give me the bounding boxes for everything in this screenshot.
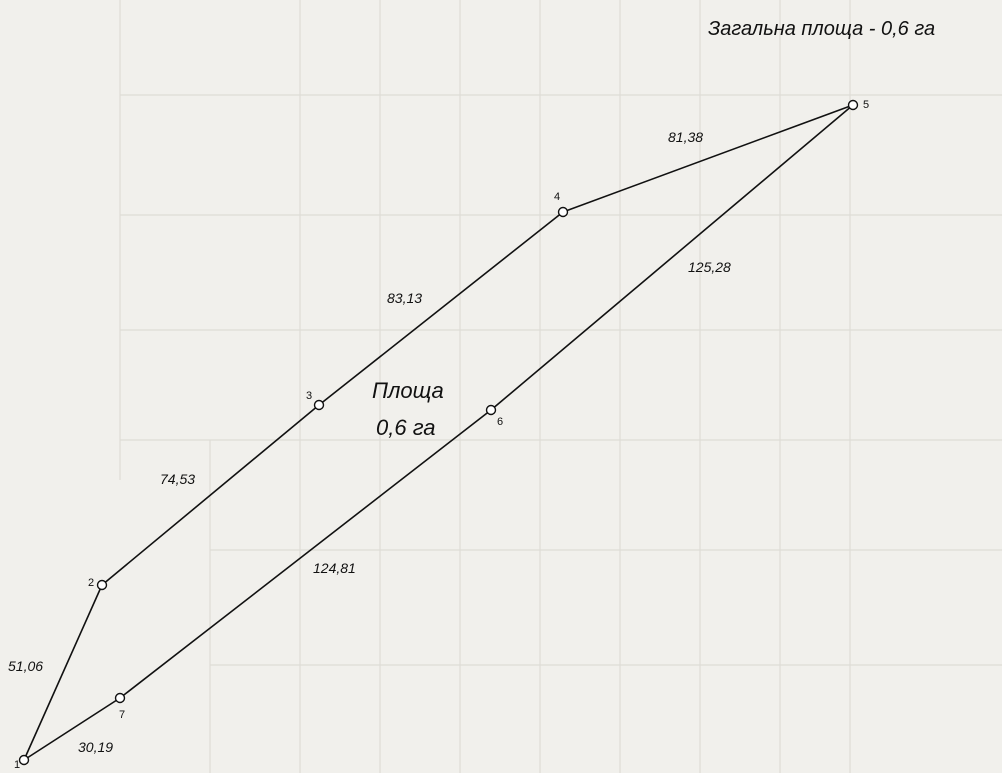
vertex-marker-1 bbox=[18, 754, 30, 766]
boundary-edge-1-2 bbox=[23, 584, 103, 761]
vertex-number-4: 4 bbox=[554, 191, 560, 203]
vertex-number-5: 5 bbox=[863, 99, 869, 111]
boundary-edge-4-5 bbox=[562, 104, 854, 213]
total-area-title: Загальна площа - 0,6 га bbox=[708, 18, 936, 40]
vertex-number-1: 1 bbox=[14, 759, 20, 771]
vertex-marker-4 bbox=[557, 206, 569, 218]
vertex-number-2: 2 bbox=[88, 577, 94, 589]
boundary-edge-7-1 bbox=[23, 697, 121, 761]
edge-length-6-7: 124,81 bbox=[313, 560, 356, 576]
edge-length-2-3: 74,53 bbox=[160, 471, 195, 487]
edge-length-4-5: 81,38 bbox=[668, 129, 703, 145]
edge-length-5-6: 125,28 bbox=[688, 259, 731, 275]
vertex-marker-3 bbox=[313, 399, 325, 411]
edge-length-7-1: 30,19 bbox=[78, 739, 113, 755]
vertex-marker-2 bbox=[96, 579, 108, 591]
vertex-number-6: 6 bbox=[497, 416, 503, 428]
plot-area-value: 0,6 га bbox=[376, 415, 436, 440]
vertex-marker-5 bbox=[847, 99, 859, 111]
vertex-number-3: 3 bbox=[306, 390, 312, 402]
plot-area-label: Площа bbox=[372, 378, 444, 403]
edge-length-3-4: 83,13 bbox=[387, 290, 422, 306]
boundary-edge-5-6 bbox=[490, 104, 854, 411]
boundary-edge-3-4 bbox=[318, 211, 564, 406]
background-table-lines bbox=[119, 0, 1002, 773]
boundary-edge-6-7 bbox=[119, 409, 492, 699]
boundary-edge-2-3 bbox=[101, 404, 320, 586]
vertex-number-7: 7 bbox=[119, 709, 125, 721]
boundary-vertices: 1 2 3 4 5 6 7 bbox=[14, 99, 869, 771]
edge-length-1-2: 51,06 bbox=[8, 658, 43, 674]
vertex-marker-7 bbox=[114, 692, 126, 704]
vertex-marker-6 bbox=[485, 404, 497, 416]
edge-length-labels: 51,06 74,53 83,13 81,38 125,28 124,81 30,19 bbox=[8, 129, 731, 755]
plot-boundary bbox=[23, 104, 854, 761]
